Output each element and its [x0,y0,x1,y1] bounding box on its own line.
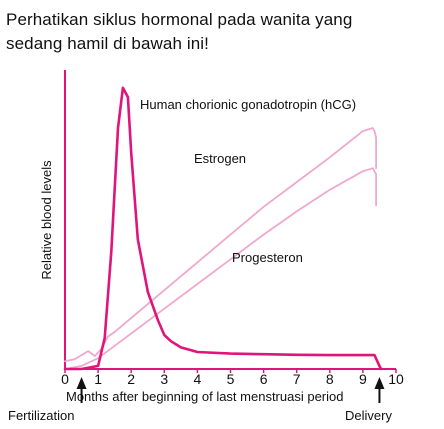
question-line-1: Perhatikan siklus hormonal pada wanita y… [6,10,353,29]
x-tick-label: 8 [326,371,334,387]
hcg-line [63,86,383,371]
progesteron-series-label: Progesteron [232,250,303,265]
x-axis-label: Months after beginning of last menstruas… [66,389,344,404]
x-tick-label: 10 [388,371,404,387]
delivery-arrow-head [374,377,385,389]
annotation-fertilization: Fertilization [8,408,75,423]
x-tick-label: 6 [260,371,268,387]
x-tick-label: 7 [293,371,301,387]
hcg-series-label: Human chorionic gonadotropin (hCG) [140,97,356,112]
chart-axes: 0 1 2 3 4 5 6 7 8 9 10 Relative blood levels Months … [39,70,404,404]
estrogen-series-label: Estrogen [194,151,246,166]
x-tick-label: 4 [194,371,202,387]
x-tick-label: 5 [227,371,235,387]
annotation-delivery: Delivery [345,408,392,423]
question-line-2: sedang hamil di bawah ini! [6,34,209,53]
chart-series [63,86,383,371]
estrogen-line [64,127,377,363]
progesteron-line [64,167,377,370]
fertilization-arrow-head [76,377,87,389]
chart-labels: Human chorionic gonadotropin (hCG) Estrog… [140,97,356,265]
x-tick-label: 0 [61,371,69,387]
question-text: Perhatikan siklus hormonal pada wanita y… [6,8,442,56]
x-tick-label: 9 [359,371,367,387]
y-axis-label: Relative blood levels [39,160,54,280]
x-tick-label: 2 [127,371,135,387]
x-tick-label: 1 [94,371,102,387]
x-tick-label: 3 [160,371,168,387]
